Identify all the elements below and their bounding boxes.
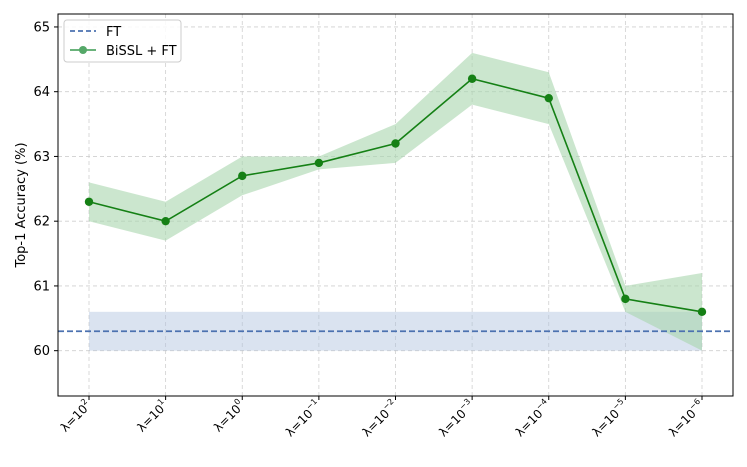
x-tick-label: λ=10−1: [281, 397, 324, 440]
bissl-point: [391, 139, 400, 148]
x-tick-label: λ=10−4: [511, 397, 554, 440]
data-points: [84, 74, 707, 317]
bissl-point: [238, 171, 247, 181]
x-tick-label: λ=100: [210, 397, 248, 435]
y-tick-label: 65: [33, 20, 50, 35]
legend-box: [63, 19, 182, 63]
legend-bissl-marker: [79, 46, 87, 54]
x-tick-label: λ=10−5: [588, 397, 631, 440]
y-axis-label: Top-1 Accuracy (%): [14, 142, 29, 268]
legend: FT BiSSL + FT: [63, 19, 182, 63]
y-tick-label: 61: [33, 279, 50, 294]
x-tick-label: λ=102: [56, 397, 94, 435]
bissl-point: [314, 158, 324, 168]
x-tick-label: λ=10−3: [435, 397, 478, 440]
bissl-point: [84, 197, 94, 206]
y-tick-label: 63: [33, 150, 50, 165]
confidence-bands: [89, 52, 702, 351]
bissl-band: [89, 52, 702, 351]
bissl-point: [621, 294, 630, 304]
x-tick-label: λ=10−6: [665, 397, 708, 440]
x-tick-label: λ=10−2: [358, 397, 401, 440]
x-tick-label: λ=101: [133, 397, 171, 435]
y-tick-label: 62: [33, 215, 50, 230]
y-tick-label: 60: [33, 344, 50, 359]
x-axis: λ=102 λ=101 λ=100 λ=10−1 λ=10−2 λ=10−3 λ=10−4 λ…: [56, 396, 708, 440]
bissl-point: [467, 74, 477, 83]
bissl-point: [697, 307, 707, 317]
bissl-point: [544, 93, 553, 103]
y-axis: 60 61 62 63 64 65: [33, 20, 58, 359]
legend-ft-label: FT: [106, 25, 121, 40]
bissl-point: [161, 216, 170, 226]
legend-bissl-label: BiSSL + FT: [106, 44, 177, 59]
y-tick-label: 64: [33, 85, 50, 100]
